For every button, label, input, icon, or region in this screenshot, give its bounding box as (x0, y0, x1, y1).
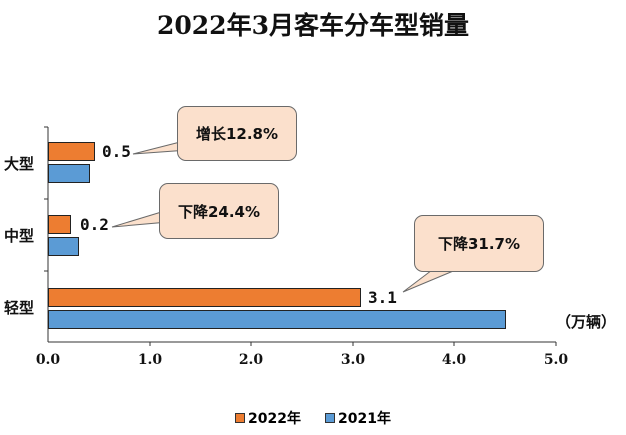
bar-2022-light (48, 288, 361, 307)
bar-2021-medium (48, 237, 79, 256)
bar-2022-large (48, 142, 95, 161)
legend: 2022年 2021年 (0, 408, 626, 428)
legend-item-2021: 2021年 (325, 408, 391, 428)
legend-label-2021: 2021年 (338, 411, 391, 427)
callout-medium: 下降24.4% (159, 183, 279, 239)
category-label-medium: 中型 (4, 227, 35, 245)
legend-swatch-2022 (235, 413, 246, 423)
x-tick: 1.0 (137, 352, 163, 368)
x-axis-unit: （万辆） (556, 313, 617, 331)
x-tick: 5.0 (543, 352, 569, 368)
data-label-light: 3.1 (368, 288, 397, 307)
callout-light: 下降31.7% (414, 215, 544, 272)
data-label-medium: 0.2 (80, 215, 109, 234)
bar-2021-large (48, 164, 90, 183)
bar-2021-light (48, 310, 506, 329)
x-tick: 2.0 (238, 352, 264, 368)
legend-swatch-2021 (325, 413, 335, 423)
x-tick: 3.0 (340, 352, 366, 368)
category-label-large: 大型 (4, 155, 35, 173)
category-label-light: 轻型 (4, 299, 35, 317)
data-label-large: 0.5 (102, 142, 131, 161)
bar-2022-medium (48, 215, 71, 234)
legend-label-2022: 2022年 (248, 411, 301, 427)
legend-item-2022: 2022年 (235, 408, 301, 428)
x-tick: 0.0 (35, 352, 61, 368)
x-tick: 4.0 (441, 352, 467, 368)
chart-title: 2022年3月客车分车型销量 (157, 11, 469, 40)
callout-large: 增长12.8% (177, 106, 297, 161)
